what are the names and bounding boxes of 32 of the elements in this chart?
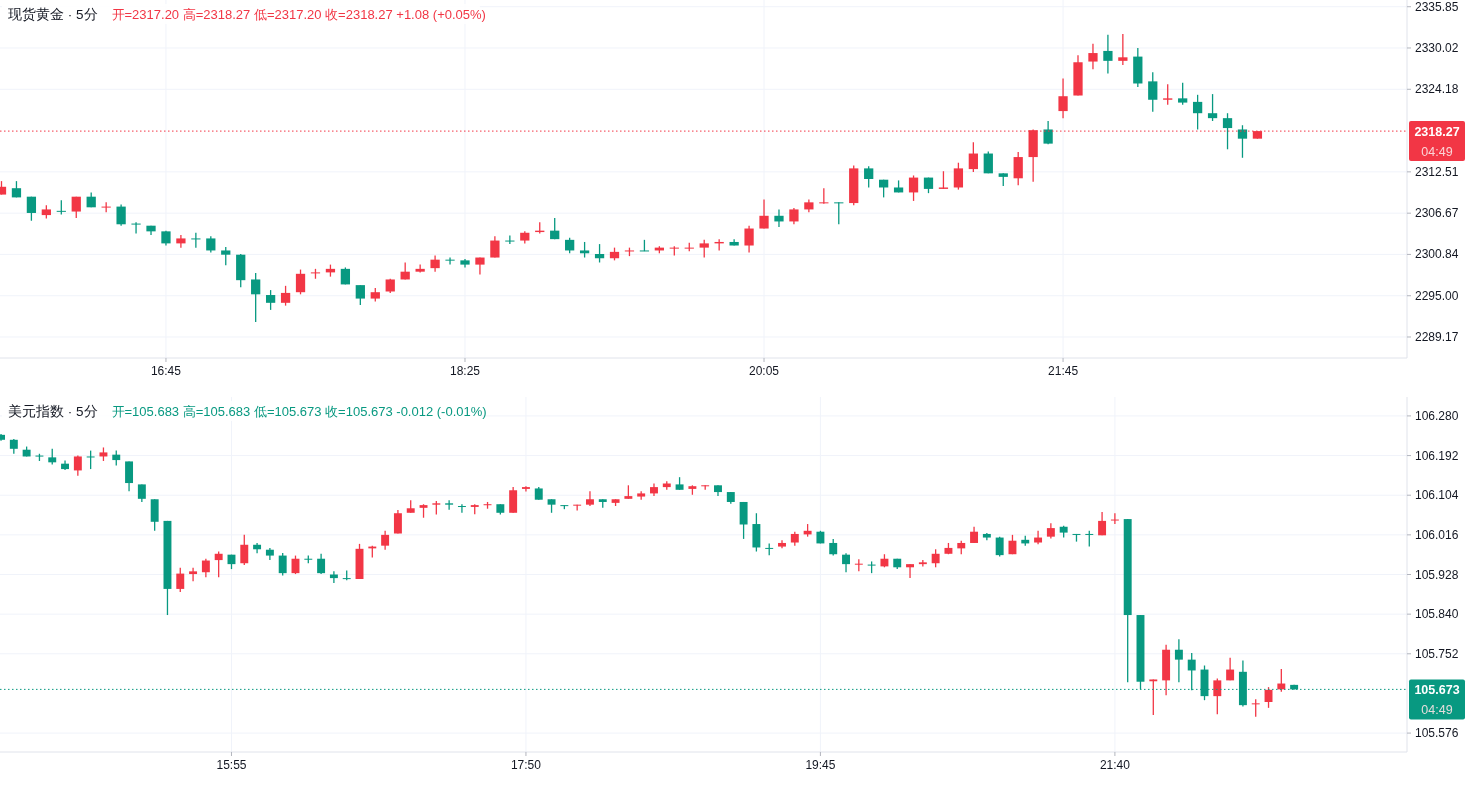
- ref-line-label: 2318.27: [1414, 125, 1460, 140]
- y-tick-label: 106.192: [1415, 448, 1459, 463]
- y-tick-label: 106.104: [1415, 488, 1459, 503]
- x-tick-label: 21:40: [1099, 758, 1131, 772]
- x-tick-label: 17:50: [510, 758, 542, 772]
- text: 开=105.683 高=105.683 低=105.673 收=105.673 -0.012 (-0.01%): [111, 404, 487, 419]
- text: 04:49: [1421, 145, 1453, 160]
- text: 现货黄金 · 5分: [8, 7, 98, 22]
- y-tick-label: 2289.17: [1415, 329, 1459, 344]
- x-tick-label: 20:05: [749, 364, 780, 378]
- y-tick-label: 106.016: [1415, 527, 1459, 542]
- y-tick-label: 2335.85: [1415, 0, 1459, 14]
- y-tick-label: 105.576: [1415, 726, 1459, 741]
- y-tick-label: 2306.67: [1415, 206, 1459, 221]
- x-tick-label: 21:45: [1048, 364, 1079, 378]
- text: 美元指数 · 5分: [8, 404, 98, 419]
- y-tick-label: 105.928: [1415, 567, 1459, 582]
- y-tick-label: 105.840: [1415, 607, 1459, 622]
- text: 开=2317.20 高=2318.27 低=2317.20 收=2318.27 +1.08 (+0.05%): [111, 7, 486, 22]
- y-tick-label: 106.280: [1415, 408, 1459, 423]
- x-tick-label: 18:25: [449, 364, 481, 378]
- x-tick-label: 19:45: [805, 758, 836, 772]
- text: 04:49: [1421, 703, 1453, 718]
- y-tick-label: 2295.00: [1415, 288, 1459, 303]
- y-tick-label: 2330.02: [1415, 40, 1459, 55]
- x-tick-label: 16:45: [150, 364, 182, 378]
- x-tick-label: 15:55: [216, 758, 247, 772]
- y-tick-label: 2312.51: [1415, 164, 1459, 179]
- ref-line-label: 105.673: [1414, 683, 1460, 698]
- y-tick-label: 2324.18: [1415, 82, 1459, 97]
- y-tick-label: 105.752: [1415, 646, 1459, 661]
- y-tick-label: 2300.84: [1415, 247, 1459, 262]
